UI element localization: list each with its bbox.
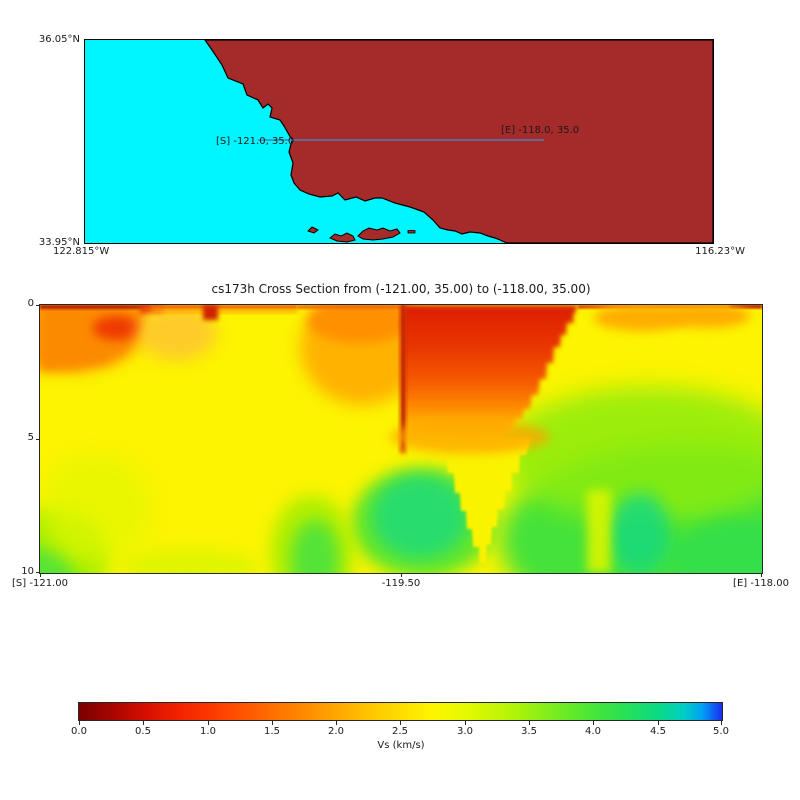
y-tick-5: 5 [27, 432, 34, 443]
map-land [203, 39, 714, 244]
map-island-san-miguel [307, 226, 319, 234]
colorbar-tickmark [208, 721, 209, 725]
teal-blob-center [372, 475, 468, 559]
colorbar-tickmark [529, 721, 530, 725]
colorbar-ticks: 0.0 0.5 1.0 1.5 2.0 2.5 3.0 3.5 4.0 4.5 … [71, 721, 729, 741]
map-lat-bottom-label: 33.95°N [38, 237, 80, 248]
colorbar-tick-label: 0.0 [71, 726, 87, 737]
x-tick-end: [E] -118.00 [733, 578, 789, 589]
green-region-right-upper [500, 387, 800, 523]
orange-patch-top-right-1 [594, 305, 690, 331]
colorbar-tickmark [336, 721, 337, 725]
y-tick-0: 0 [27, 298, 34, 309]
colorbar-tick-label: 1.5 [264, 726, 280, 737]
pale-green-left [40, 455, 150, 565]
colorbar-tickmark [721, 721, 722, 725]
map-island-santa-cruz [357, 227, 401, 241]
y-tickmark [36, 305, 40, 306]
colorbar-tickmark [79, 721, 80, 725]
cross-section-plot [0, 289, 800, 635]
map-island-santa-rosa [329, 232, 356, 243]
teal-blob-right [610, 493, 670, 573]
red-top-strip-left-mid [152, 305, 297, 309]
red-top-strip-right [578, 305, 762, 309]
colorbar-tick-label: 5.0 [713, 726, 729, 737]
colorbar-tick-label: 4.0 [585, 726, 601, 737]
orange-patch-top-right-2 [666, 304, 750, 328]
colorbar-tick-label: 3.0 [457, 726, 473, 737]
x-tick-mid: -119.50 [381, 578, 421, 589]
map-start-point-label: [S] -121.0, 35.0 [216, 136, 295, 147]
dark-red-notch-top [203, 305, 218, 320]
yellow-green-stripe [587, 490, 611, 573]
orange-blob-middle-core [308, 299, 412, 343]
map-lon-right-label: 116.23°W [695, 246, 745, 257]
x-tickmark [761, 573, 762, 577]
map-end-point-label: [E] -118.0, 35.0 [501, 125, 580, 136]
colorbar-tick-label: 2.0 [328, 726, 344, 737]
y-tickmark [36, 439, 40, 440]
colorbar-tick-label: 0.5 [135, 726, 151, 737]
red-basin [403, 305, 578, 443]
colorbar-tick-label: 1.0 [200, 726, 216, 737]
heatmap [0, 289, 800, 635]
map-island-anacapa [407, 230, 416, 234]
colorbar-tickmark [465, 721, 466, 725]
map-lon-left-label: 122.815°W [53, 246, 110, 257]
x-tick-start: [S] -121.00 [12, 578, 68, 589]
colorbar-tickmark [400, 721, 401, 725]
colorbar-tickmark [593, 721, 594, 725]
colorbar-tickmark [143, 721, 144, 725]
colorbar-tickmark [272, 721, 273, 725]
colorbar [78, 702, 723, 721]
dark-red-top-corner-right [730, 305, 762, 308]
orange-residue-below-basin [390, 420, 550, 454]
orange-top-strip-middle [297, 305, 403, 309]
colorbar-tick-label: 3.5 [521, 726, 537, 737]
colorbar-tick-label: 4.5 [650, 726, 666, 737]
x-tickmark [40, 573, 41, 577]
y-tickmark [36, 572, 40, 573]
map-lat-top-label: 36.05°N [38, 34, 80, 45]
locator-map [84, 39, 714, 244]
yellow-tongue [442, 437, 532, 563]
map-svg [85, 39, 714, 244]
x-tickmark [401, 573, 402, 577]
dark-red-top-line-left [40, 305, 152, 309]
colorbar-axis-label: Vs (km/s) [377, 740, 425, 751]
cross-section-title: cs173h Cross Section from (-121.00, 35.0… [211, 282, 591, 296]
orange-top-strip-left-mid [152, 308, 297, 313]
pale-orange-column [137, 305, 217, 361]
dark-red-column-core [402, 305, 405, 447]
y-tick-10: 10 [21, 566, 34, 577]
colorbar-tick-label: 2.5 [392, 726, 408, 737]
colorbar-tickmark [658, 721, 659, 725]
red-blob-top-left [93, 316, 141, 340]
